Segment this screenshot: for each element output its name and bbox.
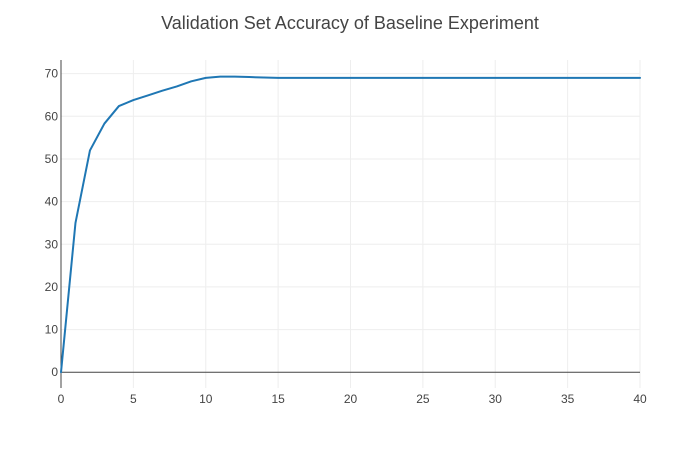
y-tick-label: 40	[45, 195, 59, 209]
series-layer	[60, 75, 641, 374]
y-tick-label: 70	[45, 67, 59, 81]
x-tick-label: 30	[489, 392, 503, 406]
y-tick-label: 30	[45, 237, 59, 251]
gridlines	[61, 60, 641, 388]
y-tick-label: 0	[51, 365, 58, 379]
x-tick-label: 10	[199, 392, 213, 406]
x-tick-label: 15	[271, 392, 285, 406]
y-tick-label: 10	[45, 323, 59, 337]
x-tick-label: 40	[633, 392, 647, 406]
tick-labels: 0 10 20 30 40 50 60 70 0 5 10 15 20 25 30 35 40	[45, 67, 647, 406]
y-tick-label: 60	[45, 109, 59, 123]
axes	[60, 60, 640, 388]
series-line	[60, 75, 641, 374]
x-tick-label: 5	[130, 392, 137, 406]
y-tick-label: 20	[45, 280, 59, 294]
x-tick-label: 35	[561, 392, 575, 406]
x-tick-label: 25	[416, 392, 430, 406]
chart-title: Validation Set Accuracy of Baseline Expe…	[161, 13, 539, 33]
x-tick-label: 20	[344, 392, 358, 406]
x-tick-label: 0	[58, 392, 65, 406]
y-tick-label: 50	[45, 152, 59, 166]
